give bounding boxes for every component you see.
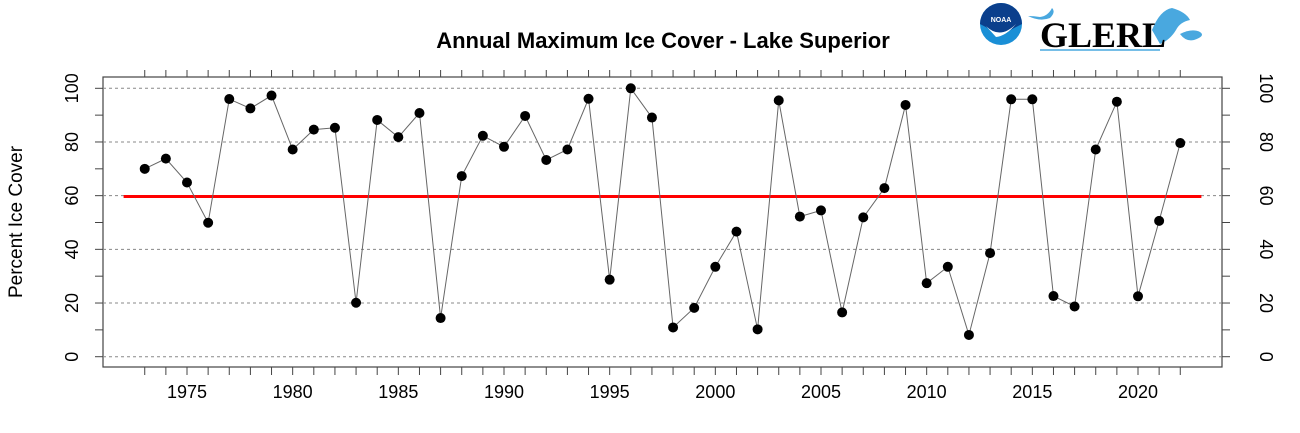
data-point-2001 [731,226,742,237]
data-point-2022 [1175,138,1186,149]
data-point-1980 [287,144,298,155]
data-point-1977 [224,94,235,105]
data-point-1994 [583,93,594,104]
x-tick-label: 2010 [907,382,947,402]
chart-title: Annual Maximum Ice Cover - Lake Superior [436,28,890,53]
data-point-1975 [182,177,192,188]
data-point-2016 [1048,291,1059,302]
data-point-1987 [435,313,446,324]
glerl-logo-text: GLERL [1040,15,1166,55]
left-y-tick-label: 0 [62,352,82,362]
data-point-2008 [879,183,890,194]
data-point-1974 [160,153,171,164]
data-point-1993 [562,144,573,155]
data-point-2019 [1111,96,1122,107]
data-point-2012 [963,329,974,340]
data-point-1999 [689,302,700,313]
data-point-1983 [351,297,362,308]
data-point-1984 [372,114,383,125]
data-point-2021 [1154,215,1165,226]
data-point-1981 [308,124,319,135]
data-point-2009 [900,99,911,110]
data-point-2006 [837,307,848,318]
data-point-2004 [794,211,805,222]
data-point-2020 [1133,291,1143,302]
right-y-tick-label: 100 [1256,73,1276,103]
left-y-tick-label: 40 [62,239,82,259]
x-tick-label: 1995 [590,382,630,402]
x-tick-label: 1985 [378,382,418,402]
right-y-tick-label: 20 [1256,293,1276,313]
right-y-tick-label: 80 [1256,132,1276,152]
data-point-1982 [329,122,340,133]
data-point-1979 [266,90,277,101]
series-line [144,86,1181,337]
data-point-2003 [773,95,784,106]
data-point-1973 [139,163,150,174]
right-y-tick-label: 0 [1256,352,1276,362]
great-lakes-icon [1028,8,1202,44]
data-point-1985 [393,132,404,143]
data-point-1991 [520,110,531,121]
data-point-1986 [414,107,425,118]
data-point-1998 [668,322,679,333]
data-point-1976 [203,217,214,228]
x-tick-label: 2000 [695,382,735,402]
svg-text:NOAA: NOAA [991,17,1012,24]
x-tick-label: 2015 [1012,382,1052,402]
noaa-logo-icon: NOAA [980,3,1022,45]
x-tick-label: 2005 [801,382,841,402]
data-point-1997 [646,112,657,123]
logo: NOAA GLERL [980,3,1202,55]
left-y-tick-label: 60 [62,186,82,206]
data-point-2017 [1069,301,1080,312]
right-y-tick-label: 40 [1256,239,1276,259]
data-point-2011 [942,261,953,272]
data-point-1990 [499,141,509,152]
x-tick-label: 1990 [484,382,524,402]
data-point-2010 [921,278,932,289]
right-y-tick-label: 60 [1256,186,1276,206]
data-point-1988 [456,171,467,182]
data-point-1992 [541,154,552,165]
data-point-1978 [245,103,256,114]
data-point-1989 [477,130,488,141]
data-point-2005 [816,205,826,216]
left-y-tick-label: 20 [62,293,82,313]
left-y-tick-label: 100 [62,73,82,103]
data-point-2013 [985,248,996,259]
data-point-1995 [604,274,615,285]
data-point-2007 [858,212,869,223]
x-tick-label: 2020 [1118,382,1158,402]
data-point-2002 [752,324,763,335]
x-tick-label: 1980 [273,382,313,402]
data-point-1996 [625,83,636,94]
data-point-2000 [710,261,721,272]
y-axis-label: Percent Ice Cover [6,145,27,298]
data-point-2015 [1027,94,1038,105]
left-y-tick-label: 80 [62,132,82,152]
data-point-2018 [1090,144,1101,155]
x-tick-label: 1975 [167,382,207,402]
data-point-2014 [1006,94,1017,105]
